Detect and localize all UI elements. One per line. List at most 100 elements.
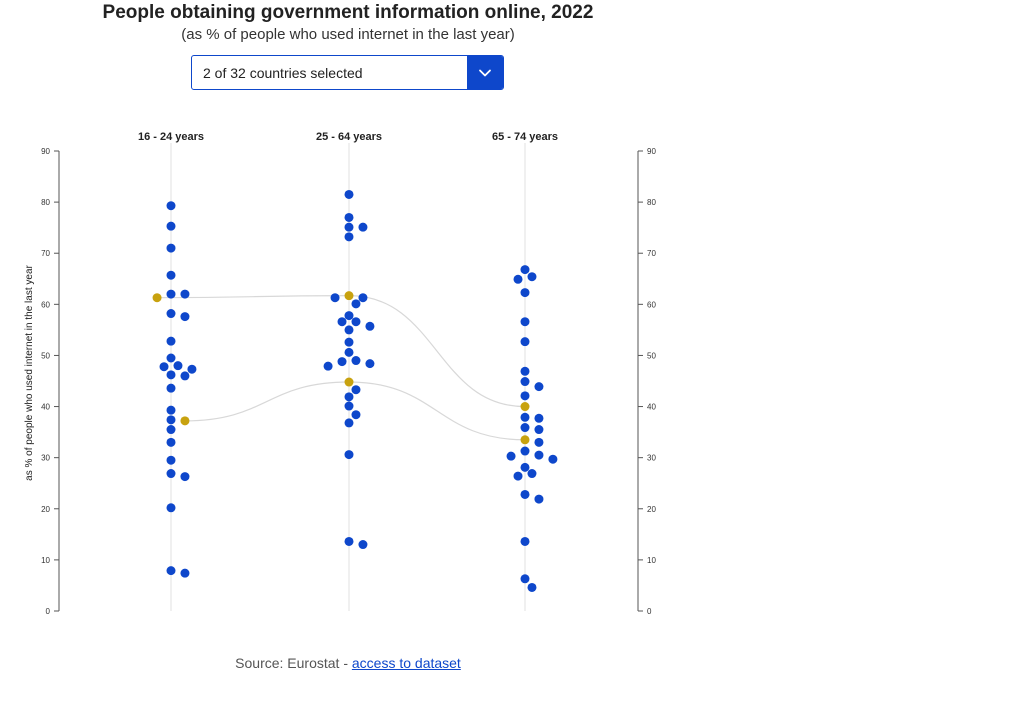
data-point[interactable] xyxy=(506,451,516,461)
country-selector-toggle[interactable] xyxy=(467,56,503,89)
data-point[interactable] xyxy=(520,412,530,422)
highlighted-data-point[interactable] xyxy=(520,402,530,412)
data-point[interactable] xyxy=(166,455,176,465)
data-point[interactable] xyxy=(351,410,361,420)
data-point[interactable] xyxy=(166,201,176,211)
data-point[interactable] xyxy=(534,494,544,504)
data-point[interactable] xyxy=(358,540,368,550)
highlighted-data-point[interactable] xyxy=(152,293,162,303)
data-point[interactable] xyxy=(351,385,361,395)
data-point[interactable] xyxy=(344,418,354,428)
data-point[interactable] xyxy=(166,503,176,513)
data-point[interactable] xyxy=(337,317,347,327)
y-tick-label: 80 xyxy=(647,198,656,207)
data-point[interactable] xyxy=(513,471,523,481)
data-point[interactable] xyxy=(534,425,544,435)
data-point[interactable] xyxy=(166,336,176,346)
data-point[interactable] xyxy=(166,309,176,319)
data-point[interactable] xyxy=(166,437,176,447)
highlight-links xyxy=(157,295,526,441)
data-point[interactable] xyxy=(520,462,530,472)
data-point[interactable] xyxy=(180,371,190,381)
data-point[interactable] xyxy=(520,446,530,456)
data-point[interactable] xyxy=(520,265,530,275)
data-point[interactable] xyxy=(548,454,558,464)
y-tick-label: 80 xyxy=(41,198,50,207)
chevron-down-icon xyxy=(479,69,491,77)
data-point[interactable] xyxy=(166,370,176,380)
data-point[interactable] xyxy=(534,437,544,447)
highlighted-data-point[interactable] xyxy=(520,435,530,445)
dataset-link[interactable]: access to dataset xyxy=(351,655,461,671)
country-selector[interactable]: 2 of 32 countries selected xyxy=(191,55,504,90)
data-point[interactable] xyxy=(166,270,176,280)
data-point[interactable] xyxy=(520,489,530,499)
data-point[interactable] xyxy=(159,362,169,372)
data-point[interactable] xyxy=(520,391,530,401)
data-point[interactable] xyxy=(520,337,530,347)
data-point[interactable] xyxy=(344,232,354,242)
data-point[interactable] xyxy=(520,574,530,584)
data-point[interactable] xyxy=(166,383,176,393)
data-point[interactable] xyxy=(166,289,176,299)
data-point[interactable] xyxy=(344,401,354,411)
data-point[interactable] xyxy=(344,311,354,321)
data-point[interactable] xyxy=(527,582,537,592)
data-point[interactable] xyxy=(166,415,176,425)
data-point[interactable] xyxy=(358,222,368,232)
data-point[interactable] xyxy=(344,337,354,347)
data-point[interactable] xyxy=(344,222,354,232)
data-point[interactable] xyxy=(180,289,190,299)
data-point[interactable] xyxy=(365,321,375,331)
data-point[interactable] xyxy=(534,413,544,423)
data-point[interactable] xyxy=(513,274,523,284)
highlighted-data-point[interactable] xyxy=(180,416,190,426)
data-point[interactable] xyxy=(520,317,530,327)
data-point[interactable] xyxy=(527,469,537,479)
data-point[interactable] xyxy=(344,536,354,546)
data-point[interactable] xyxy=(534,450,544,460)
data-point[interactable] xyxy=(166,425,176,435)
data-point[interactable] xyxy=(187,364,197,374)
data-point[interactable] xyxy=(166,405,176,415)
highlighted-data-point[interactable] xyxy=(344,377,354,387)
y-tick-label: 0 xyxy=(647,607,652,616)
data-point[interactable] xyxy=(520,423,530,433)
data-point[interactable] xyxy=(173,361,183,371)
data-point[interactable] xyxy=(166,566,176,576)
data-point[interactable] xyxy=(351,299,361,309)
data-point[interactable] xyxy=(520,288,530,298)
data-point[interactable] xyxy=(344,347,354,357)
data-points xyxy=(152,189,558,592)
y-tick-label: 40 xyxy=(41,403,50,412)
data-point[interactable] xyxy=(520,536,530,546)
data-point[interactable] xyxy=(166,353,176,363)
data-point[interactable] xyxy=(534,382,544,392)
data-point[interactable] xyxy=(180,312,190,322)
data-point[interactable] xyxy=(351,356,361,366)
data-point[interactable] xyxy=(330,293,340,303)
chart-title: People obtaining government information … xyxy=(102,2,594,23)
data-point[interactable] xyxy=(344,450,354,460)
data-point[interactable] xyxy=(365,359,375,369)
y-tick-label: 10 xyxy=(41,556,50,565)
data-point[interactable] xyxy=(344,189,354,199)
data-point[interactable] xyxy=(166,221,176,231)
data-point[interactable] xyxy=(323,361,333,371)
data-point[interactable] xyxy=(351,317,361,327)
y-axes: 0 10 20 30 40 50 60 70 80 90 0 10 20 30 40 50 60 70 80 90 xyxy=(41,147,656,616)
data-point[interactable] xyxy=(337,357,347,367)
data-point[interactable] xyxy=(344,325,354,335)
data-point[interactable] xyxy=(344,392,354,402)
highlighted-data-point[interactable] xyxy=(344,291,354,301)
data-point[interactable] xyxy=(520,377,530,387)
data-point[interactable] xyxy=(166,243,176,253)
data-point[interactable] xyxy=(520,366,530,376)
data-point[interactable] xyxy=(180,568,190,578)
data-point[interactable] xyxy=(344,212,354,222)
data-point[interactable] xyxy=(180,472,190,482)
data-point[interactable] xyxy=(527,272,537,282)
data-point[interactable] xyxy=(166,469,176,479)
y-tick-label: 90 xyxy=(647,147,656,156)
data-point[interactable] xyxy=(358,293,368,303)
